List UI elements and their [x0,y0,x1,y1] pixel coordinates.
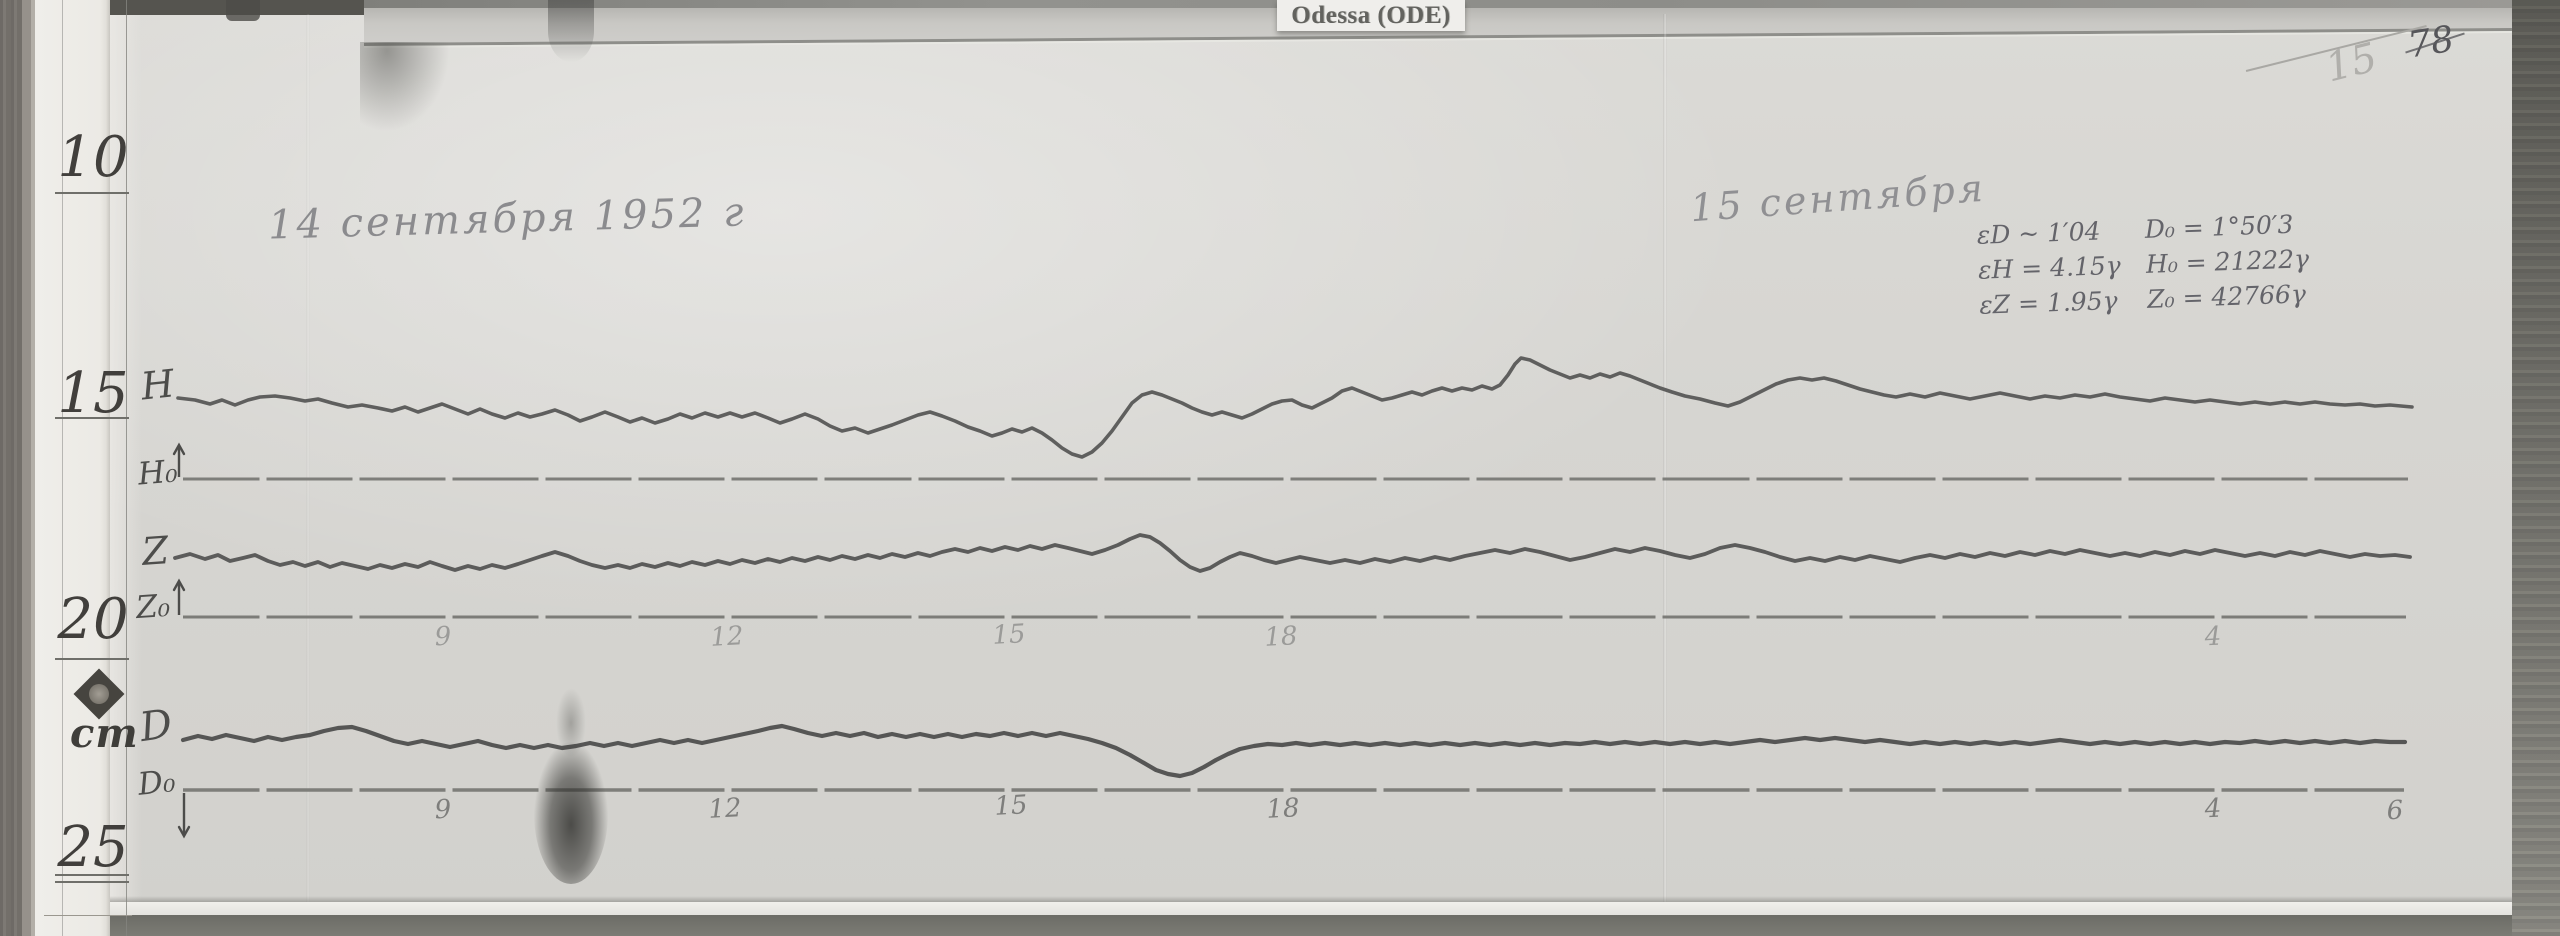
vertical-crease-left [306,14,310,912]
ruler-tick-line [55,192,129,194]
hour-label-12: 12 [709,621,745,653]
ruler-tick-line [55,874,129,876]
calibration-baseline-z: Z₀ = 42766γ [2146,279,2307,314]
trace-d [180,723,2408,779]
trace-z [173,533,2412,573]
calibration-scale-d: εD ~ 1′04 [1976,216,2102,250]
hour-label-9: 9 [433,794,453,826]
hour-label-6: 6 [2385,795,2405,827]
trace-label-d0: D₀ [136,763,178,803]
ruler-inner-line [126,0,127,936]
vertical-crease-right [1663,14,1667,912]
top-smudge [548,0,594,62]
d0-down-arrow-head [177,825,191,839]
hour-label-4: 4 [2203,621,2223,653]
trace-label-z: Z [140,528,170,574]
ruler-number-25: 25 [57,815,129,880]
hour-label-12: 12 [707,793,743,825]
sheet-bottom-shadow [102,896,2514,902]
calibration-baseline-h: H₀ = 21222γ [2145,244,2310,279]
ruler-unit-label: cm [70,710,139,757]
z0-up-arrow-head [172,578,186,592]
ruler-number-15: 15 [57,361,129,426]
h0-up-arrow-head [172,442,186,456]
hour-label-9: 9 [433,621,453,653]
sheet-corner-shadow [360,42,450,132]
trace-label-d: D [136,700,176,752]
station-tag-label: Odessa (ODE) [1291,1,1451,29]
cm-ruler: 10 15 20 25 cm [22,0,138,936]
ruler-number-20: 20 [57,587,129,652]
calibration-scale-h: εH = 4.15γ [1977,250,2122,285]
sheet-bottom-edge [102,902,2514,915]
station-tag: Odessa (ODE) [1277,0,1465,31]
hour-label-18: 18 [1263,621,1299,653]
calibration-scale-z: εZ = 1.95γ [1978,285,2118,320]
ruler-bottom-line [44,915,132,916]
hour-label-18: 18 [1265,793,1301,825]
smudge-blob [534,742,608,884]
calibration-baseline-d: D₀ = 1°50′3 [2144,209,2294,244]
hour-label-4: 4 [2203,793,2223,825]
calibration-block: εD ~ 1′04 D₀ = 1°50′3 εH = 4.15γ H₀ = 21… [1976,206,2311,322]
hour-label-15: 15 [991,619,1027,651]
trace-label-z0: Z₀ [134,587,172,627]
trace-h [176,356,2414,459]
photo-sheet [102,12,2514,918]
top-dark-notch [226,0,260,21]
ruler-inner-line [62,0,63,936]
hour-label-15: 15 [993,790,1029,822]
wood-background-right [2512,0,2560,936]
ruler-tick-line [55,881,129,883]
ruler-diamond-dot [89,684,109,704]
ruler-tick-line [55,658,129,660]
trace-label-h0: H₀ [136,453,179,493]
bottom-dark-strip [102,915,2514,936]
ruler-number-10: 10 [57,125,129,190]
ruler-tick-line [55,417,129,419]
trace-label-h: H [138,361,177,409]
